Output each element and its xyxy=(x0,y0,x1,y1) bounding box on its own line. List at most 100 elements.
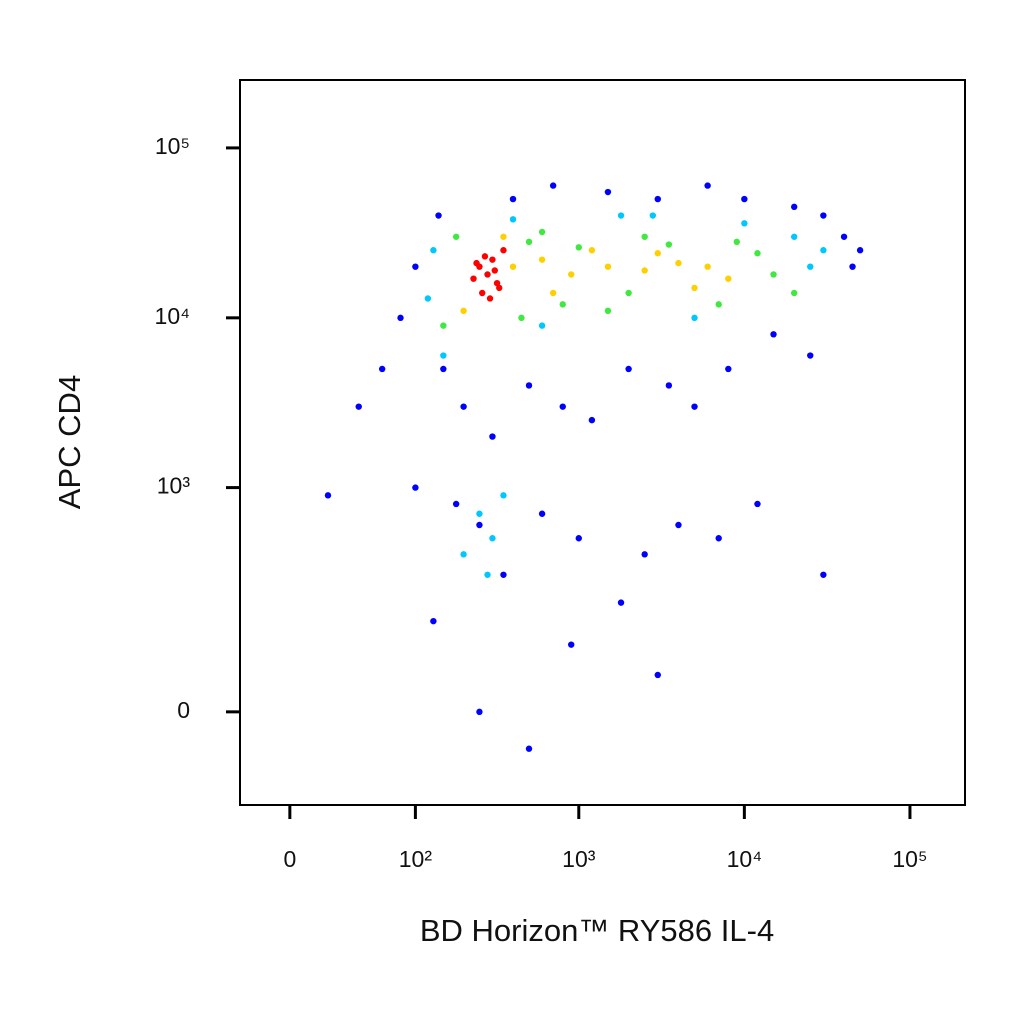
data-point xyxy=(538,322,546,329)
y-tick-label: 0 xyxy=(177,697,190,723)
data-point xyxy=(412,263,419,270)
data-point xyxy=(625,289,632,297)
data-point xyxy=(733,238,740,246)
data-point xyxy=(641,267,648,274)
data-point xyxy=(479,289,486,297)
data-point xyxy=(675,259,682,267)
data-point xyxy=(500,247,507,254)
data-point xyxy=(518,314,525,322)
data-point xyxy=(509,195,517,203)
data-point xyxy=(500,571,507,578)
data-point xyxy=(754,500,761,508)
data-point xyxy=(538,510,546,517)
data-point xyxy=(538,228,546,236)
data-point xyxy=(378,365,386,373)
data-point xyxy=(791,233,798,240)
data-point xyxy=(440,352,447,359)
data-point xyxy=(430,617,437,625)
data-point xyxy=(484,271,491,278)
data-point xyxy=(770,271,777,278)
y-tick-label: 10⁴ xyxy=(155,303,190,329)
data-point xyxy=(473,259,480,267)
data-point xyxy=(509,263,517,270)
data-point xyxy=(725,365,732,373)
data-point xyxy=(807,263,814,270)
data-point xyxy=(489,535,496,542)
data-point xyxy=(460,551,467,558)
data-point xyxy=(412,484,419,491)
data-point xyxy=(525,745,533,752)
data-point xyxy=(500,233,507,240)
data-point xyxy=(484,571,491,578)
data-point xyxy=(568,271,575,278)
data-point xyxy=(525,238,533,246)
data-point xyxy=(588,247,596,254)
data-point xyxy=(691,284,698,292)
data-point xyxy=(715,301,722,308)
data-point xyxy=(568,641,575,648)
data-point xyxy=(440,365,447,373)
data-point xyxy=(604,263,612,270)
data-point xyxy=(324,492,332,499)
data-point xyxy=(452,500,460,508)
data-point xyxy=(588,416,596,424)
data-point xyxy=(665,241,673,248)
x-axis-title: BD Horizon™ RY586 IL-4 xyxy=(420,913,774,948)
data-point xyxy=(491,267,498,274)
data-point xyxy=(715,535,722,542)
data-point xyxy=(654,195,661,203)
data-point xyxy=(489,256,496,263)
data-point xyxy=(460,403,467,410)
data-point xyxy=(665,382,673,389)
data-point xyxy=(704,182,711,189)
data-point xyxy=(691,314,698,322)
data-point xyxy=(807,352,814,359)
data-point xyxy=(559,301,566,308)
y-axis-title: APC CD4 xyxy=(52,375,87,509)
data-point xyxy=(481,253,489,260)
data-point xyxy=(654,671,661,679)
data-point xyxy=(791,289,798,297)
plot-frame xyxy=(239,79,966,806)
data-point xyxy=(840,233,848,240)
data-point xyxy=(476,708,483,716)
data-point xyxy=(549,289,557,297)
data-point xyxy=(424,295,432,302)
data-point xyxy=(435,212,442,219)
data-point xyxy=(575,535,582,542)
data-point xyxy=(770,331,777,338)
data-point xyxy=(440,322,447,329)
x-tick-label: 0 xyxy=(283,846,296,872)
data-point xyxy=(617,599,625,606)
data-point xyxy=(493,279,501,287)
data-point xyxy=(654,250,661,257)
data-point xyxy=(452,233,460,240)
data-point xyxy=(538,256,546,263)
data-point xyxy=(397,314,404,322)
data-point xyxy=(489,433,496,440)
data-point xyxy=(820,247,827,254)
data-point xyxy=(741,195,748,203)
data-point xyxy=(496,284,503,292)
data-point xyxy=(430,247,437,254)
data-point xyxy=(791,203,798,211)
data-point xyxy=(691,403,698,410)
data-point xyxy=(856,247,864,254)
data-point xyxy=(476,521,483,529)
data-point xyxy=(641,233,648,240)
data-point xyxy=(741,220,748,227)
data-point xyxy=(641,551,648,558)
data-point xyxy=(675,521,682,529)
data-point xyxy=(549,182,557,189)
y-tick-label: 10³ xyxy=(157,473,191,499)
data-point xyxy=(460,307,467,315)
data-point xyxy=(525,382,533,389)
data-point xyxy=(617,212,625,219)
x-tick-label: 10³ xyxy=(562,846,596,872)
data-point xyxy=(725,275,732,282)
data-point xyxy=(486,295,494,302)
data-point xyxy=(649,212,657,219)
y-tick-label: 10⁵ xyxy=(155,133,190,159)
data-point xyxy=(500,492,507,499)
